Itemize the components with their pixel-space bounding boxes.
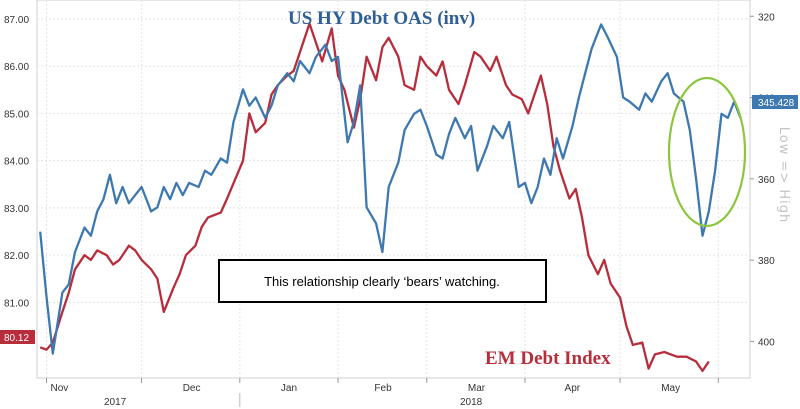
left-tick-label: 81.00 bbox=[4, 298, 29, 309]
hy-series-title: US HY Debt OAS (inv) bbox=[288, 8, 475, 29]
right-tick-label: 320 bbox=[758, 12, 775, 23]
left-tick-label: 86.00 bbox=[4, 62, 29, 73]
x-tick-label: Nov bbox=[51, 383, 69, 394]
us-hy-oas-line bbox=[39, 23, 742, 355]
x-tick-label: Mar bbox=[468, 383, 486, 394]
left-tick-label: 85.00 bbox=[4, 109, 29, 120]
right-tick-label: 360 bbox=[758, 175, 775, 186]
plot-area bbox=[36, 0, 751, 379]
em-badge-bg bbox=[0, 330, 35, 344]
left-tick-label: 87.00 bbox=[4, 15, 29, 26]
x-tick-label: Jan bbox=[281, 383, 297, 394]
left-tick-label: 82.00 bbox=[4, 251, 29, 262]
left-tick-label: 84.00 bbox=[4, 157, 29, 168]
em-debt-index-line bbox=[39, 22, 710, 373]
x-tick-label: May bbox=[661, 383, 680, 394]
annotation-text: This relationship clearly ‘bears’ watchi… bbox=[264, 274, 500, 289]
highlight-circle bbox=[667, 76, 747, 228]
grid bbox=[37, 0, 750, 378]
year-label-2017: 2017 bbox=[104, 397, 127, 408]
x-tick-label: Dec bbox=[183, 383, 201, 394]
em-badge-text: 80.12 bbox=[4, 333, 29, 344]
annotation-box bbox=[218, 259, 547, 303]
right-tick-label: 400 bbox=[758, 337, 775, 348]
hy-last-value-badge: 345.428 bbox=[752, 95, 798, 109]
right-axis-label: Low => High bbox=[776, 127, 791, 224]
x-axis: Nov Dec Jan Feb Mar Apr May 2017 2018 bbox=[46, 378, 719, 408]
em-series-title: EM Debt Index bbox=[485, 348, 611, 369]
right-tick-label: 380 bbox=[758, 256, 775, 267]
em-last-value-badge: 80.12 bbox=[0, 330, 35, 344]
x-tick-label: Feb bbox=[374, 383, 392, 394]
right-axis: 320340360380400 bbox=[750, 12, 775, 348]
hy-badge-text: 345.428 bbox=[758, 98, 795, 109]
hy-badge-bg bbox=[752, 95, 798, 109]
year-label-2018: 2018 bbox=[460, 397, 483, 408]
x-tick-label: Apr bbox=[565, 383, 581, 394]
left-axis: 81.00 82.00 83.00 84.00 85.00 86.00 87.00 bbox=[4, 15, 29, 309]
left-tick-label: 83.00 bbox=[4, 204, 29, 215]
series-layer bbox=[39, 22, 742, 373]
